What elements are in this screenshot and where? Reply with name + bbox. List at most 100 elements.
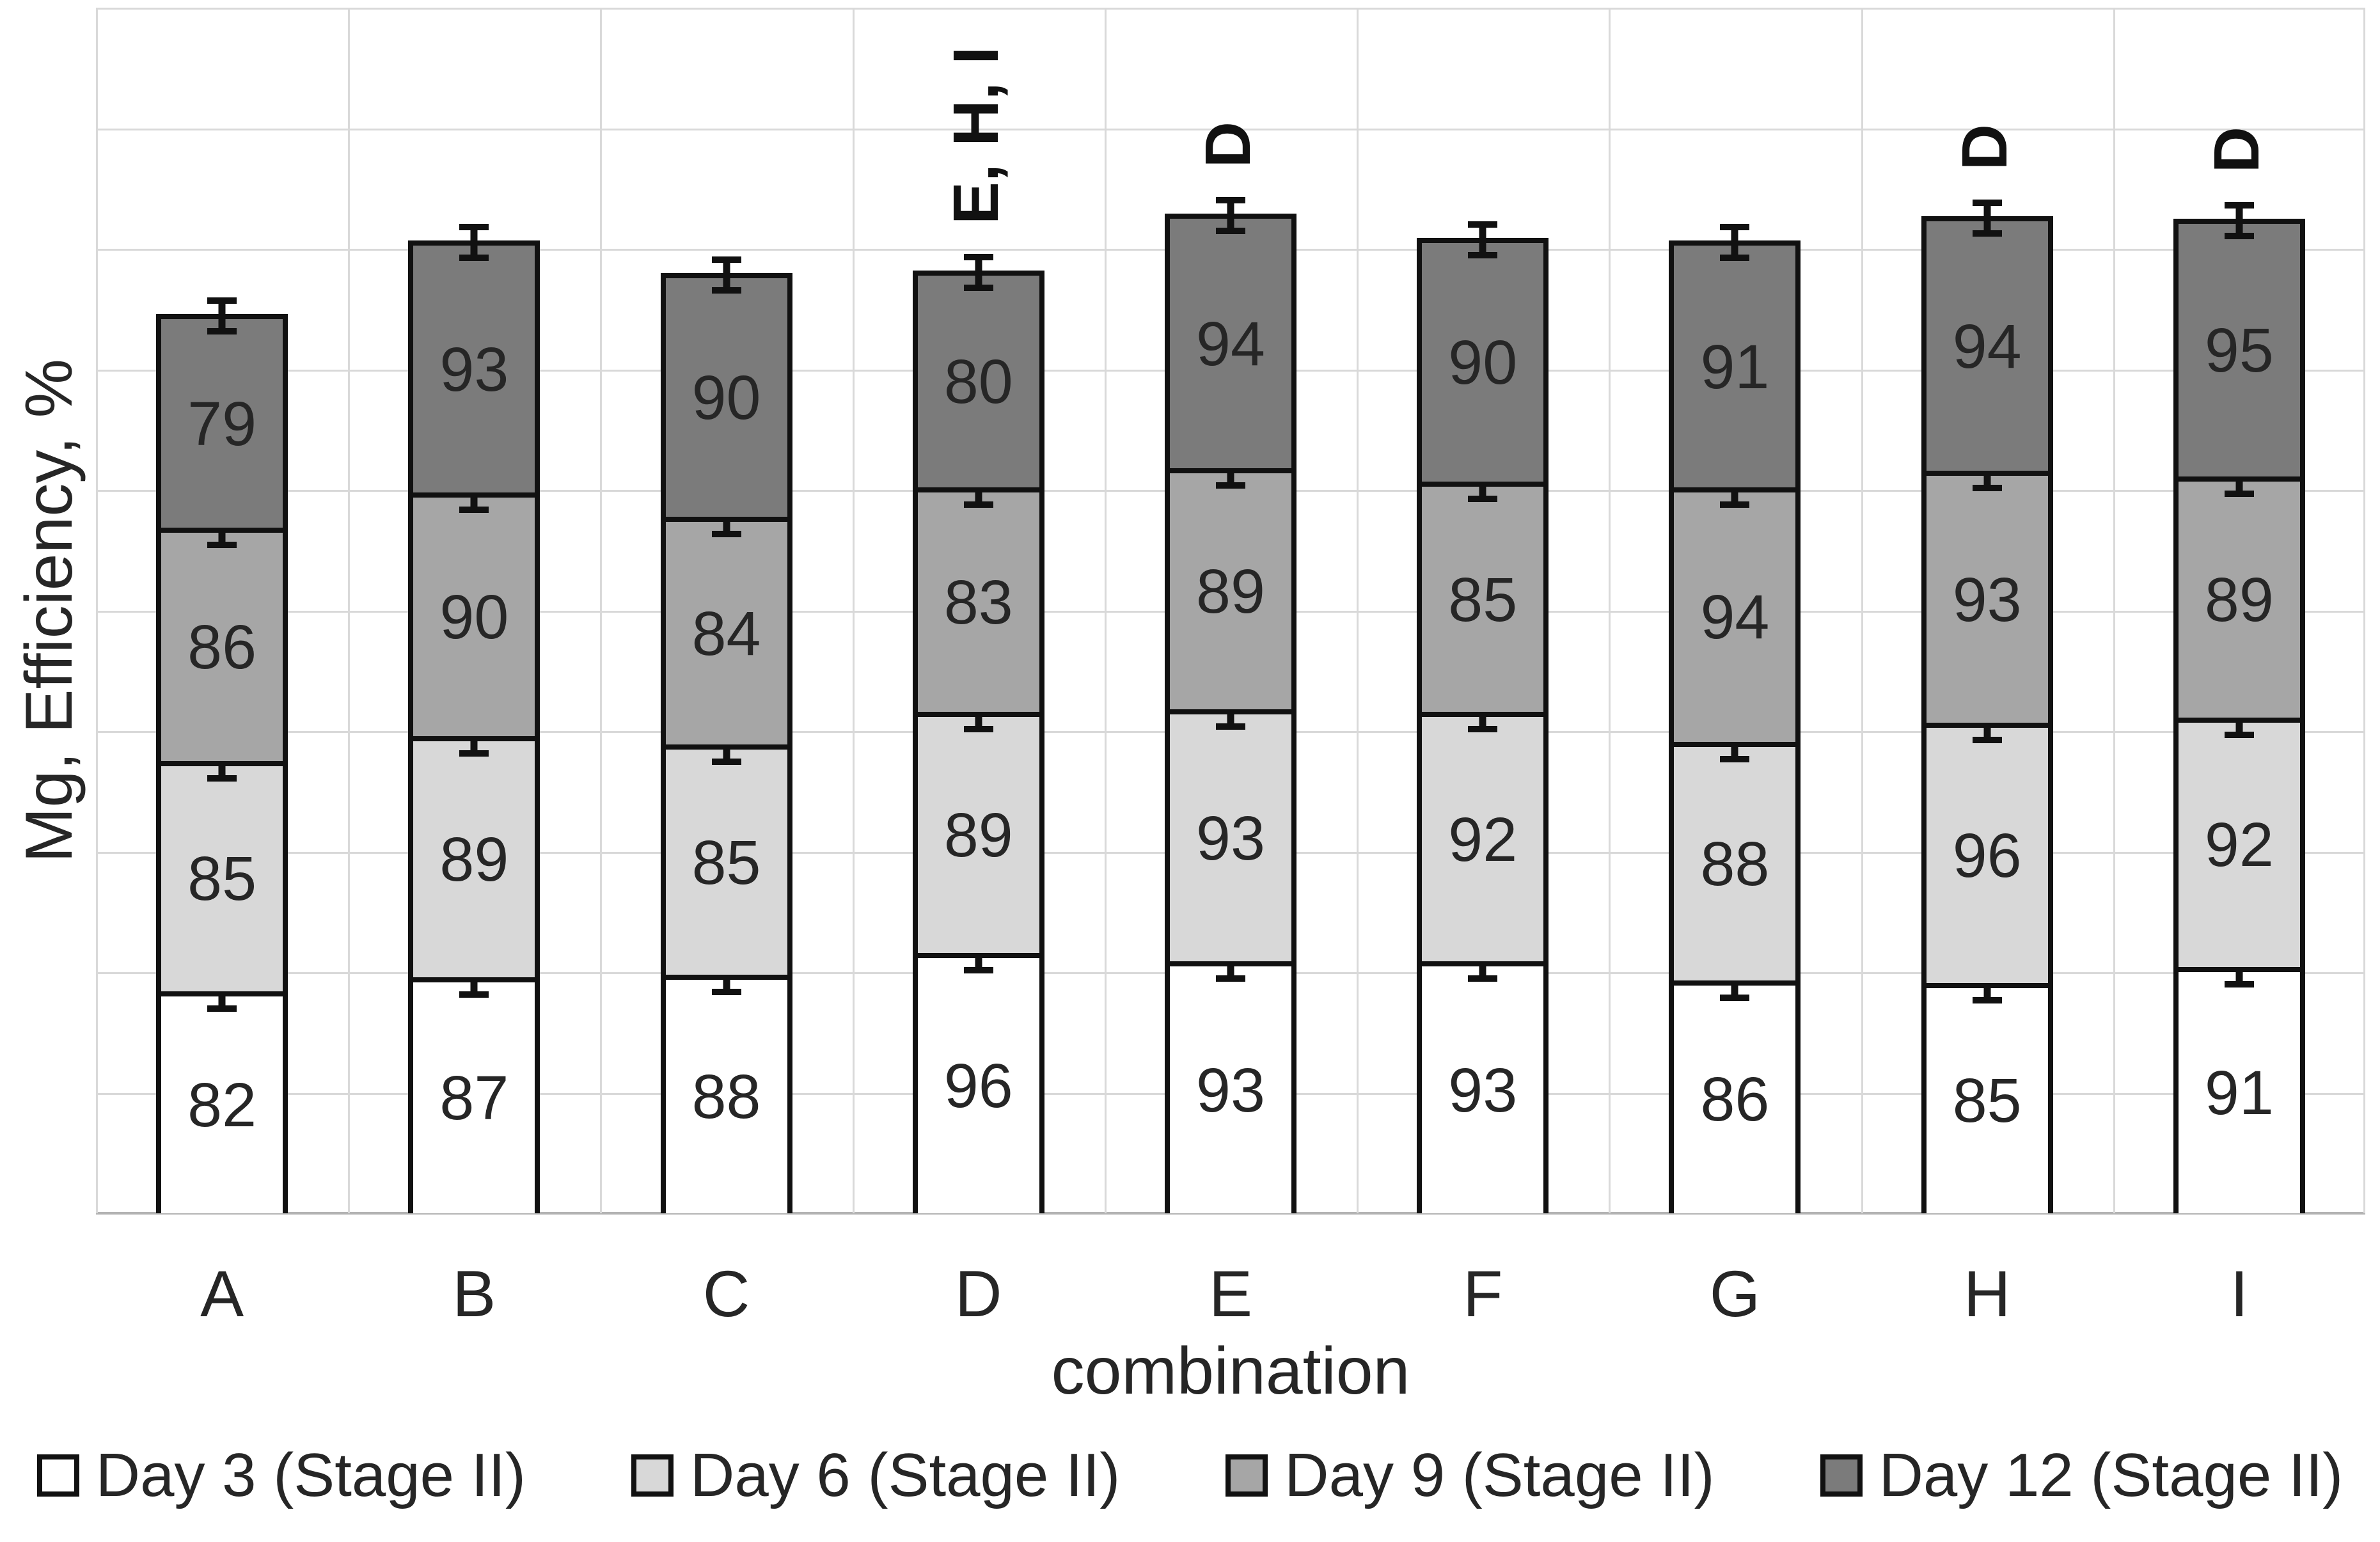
legend-label: Day 3 (Stage II) xyxy=(95,1441,526,1509)
segment-value-label: 82 xyxy=(187,1069,257,1140)
bar-segment-C-day12: 90 xyxy=(660,256,792,517)
bar-segment-E-day12: 94 xyxy=(1165,196,1296,469)
segment-value-label: 90 xyxy=(1448,327,1518,398)
x-axis-category-label-B: B xyxy=(452,1257,496,1330)
legend-swatch-icon xyxy=(1225,1454,1268,1497)
error-bar xyxy=(459,224,489,262)
bar-segment-I-day9: 89 xyxy=(2173,459,2305,718)
vertical-gridline xyxy=(348,8,351,1213)
vertical-gridline xyxy=(2113,8,2115,1213)
bar-segment-G-day12: 91 xyxy=(1669,224,1801,487)
bar-segment-D-day3: 96 xyxy=(912,936,1044,1213)
bar-segment-A-day12: 79 xyxy=(156,297,288,528)
bar-segment-H-day3: 85 xyxy=(1921,966,2053,1213)
bar-segment-H-day12: 94 xyxy=(1921,200,2053,471)
x-axis-category-label-H: H xyxy=(1963,1257,2011,1330)
legend-label: Day 6 (Stage II) xyxy=(690,1441,1121,1509)
segment-value-label: 84 xyxy=(691,598,761,668)
bar-segment-B-day6: 89 xyxy=(408,720,540,978)
significance-annotation-D: E, H, I xyxy=(940,47,1012,224)
bar-segment-E-day6: 93 xyxy=(1165,693,1296,962)
bar-segment-C-day9: 84 xyxy=(660,500,792,745)
bar-segment-H-day6: 96 xyxy=(1921,706,2053,983)
vertical-gridline xyxy=(1357,8,1359,1213)
bar-segment-I-day12: 95 xyxy=(2173,202,2305,476)
error-bar xyxy=(1468,221,1498,259)
legend: Day 3 (Stage II) Day 6 (Stage II) Day 9 (S… xyxy=(0,1440,2380,1511)
vertical-gridline xyxy=(1609,8,1611,1213)
horizontal-gridline xyxy=(96,128,2365,130)
vertical-gridline xyxy=(600,8,603,1213)
vertical-gridline xyxy=(1861,8,1863,1213)
bar-segment-F-day3: 93 xyxy=(1417,945,1549,1213)
bar-segment-A-day3: 82 xyxy=(156,974,288,1213)
segment-value-label: 85 xyxy=(1448,564,1518,634)
segment-value-label: 89 xyxy=(2204,564,2274,634)
legend-label: Day 9 (Stage II) xyxy=(1284,1441,1715,1509)
significance-annotation-E: D xyxy=(1192,121,1264,168)
segment-value-label: 93 xyxy=(1196,803,1265,873)
bar-segment-F-day9: 85 xyxy=(1417,465,1549,712)
legend-item: Day 3 (Stage II) xyxy=(36,1440,526,1511)
segment-value-label: 90 xyxy=(439,582,509,652)
vertical-gridline xyxy=(2363,8,2365,1213)
legend-item: Day 12 (Stage II) xyxy=(1820,1440,2344,1511)
segment-value-label: 89 xyxy=(439,824,509,895)
segment-value-label: 88 xyxy=(1700,828,1770,899)
segment-value-label: 89 xyxy=(943,800,1013,870)
significance-annotation-I: D xyxy=(2200,127,2273,173)
bar-segment-E-day9: 89 xyxy=(1165,452,1296,710)
legend-label: Day 12 (Stage II) xyxy=(1879,1441,2344,1509)
bar-segment-G-day9: 94 xyxy=(1669,470,1801,742)
segment-value-label: 93 xyxy=(1952,564,2022,634)
segment-value-label: 95 xyxy=(2204,315,2274,386)
x-axis-category-label-E: E xyxy=(1208,1257,1252,1330)
bar-segment-G-day6: 88 xyxy=(1669,725,1801,980)
x-axis-title: combination xyxy=(1051,1334,1410,1408)
vertical-gridline xyxy=(852,8,855,1213)
segment-value-label: 85 xyxy=(1952,1066,2022,1136)
bar-segment-C-day3: 88 xyxy=(660,958,792,1213)
segment-value-label: 85 xyxy=(691,827,761,897)
horizontal-gridline xyxy=(96,8,2365,10)
segment-value-label: 91 xyxy=(1700,331,1770,402)
legend-item: Day 6 (Stage II) xyxy=(631,1440,1120,1511)
error-bar xyxy=(2224,202,2254,240)
bar-segment-D-day9: 83 xyxy=(912,470,1044,712)
bar-segment-B-day3: 87 xyxy=(408,961,540,1213)
bar-segment-B-day9: 90 xyxy=(408,476,540,737)
significance-annotation-H: D xyxy=(1948,123,2021,171)
bar-segment-I-day3: 91 xyxy=(2173,950,2305,1213)
x-axis-category-label-F: F xyxy=(1463,1257,1503,1330)
plot-area: 82 85 86 79 87 89 90 93 88 85 84 90 96 89 83 80 E, H, I 9… xyxy=(96,8,2365,1215)
bar-segment-D-day12: 80 xyxy=(912,253,1044,487)
bar-segment-I-day6: 92 xyxy=(2173,700,2305,967)
segment-value-label: 86 xyxy=(1700,1064,1770,1135)
legend-swatch-icon xyxy=(1820,1454,1863,1497)
bar-segment-A-day9: 86 xyxy=(156,511,288,761)
x-axis-category-label-A: A xyxy=(200,1257,244,1330)
bar-segment-F-day6: 92 xyxy=(1417,695,1549,962)
legend-swatch-icon xyxy=(36,1454,79,1497)
legend-swatch-icon xyxy=(631,1454,674,1497)
bar-segment-B-day12: 93 xyxy=(408,224,540,493)
x-axis-category-label-G: G xyxy=(1709,1257,1761,1330)
bar-segment-E-day3: 93 xyxy=(1165,945,1296,1213)
segment-value-label: 93 xyxy=(439,334,509,404)
segment-value-label: 83 xyxy=(943,567,1013,638)
segment-value-label: 88 xyxy=(691,1062,761,1132)
bar-segment-A-day6: 85 xyxy=(156,744,288,991)
x-axis-category-label-C: C xyxy=(702,1257,750,1330)
x-axis-line xyxy=(96,1212,2365,1215)
segment-value-label: 89 xyxy=(1196,556,1265,627)
segment-value-label: 85 xyxy=(187,844,257,914)
bar-segment-F-day12: 90 xyxy=(1417,221,1549,482)
segment-value-label: 93 xyxy=(1448,1055,1518,1125)
error-bar xyxy=(963,253,993,291)
segment-value-label: 92 xyxy=(2204,810,2274,880)
y-axis-title: Mg, Efficiency, % xyxy=(12,359,86,863)
vertical-gridline xyxy=(96,8,98,1213)
error-bar xyxy=(711,256,741,294)
segment-value-label: 79 xyxy=(187,388,257,459)
